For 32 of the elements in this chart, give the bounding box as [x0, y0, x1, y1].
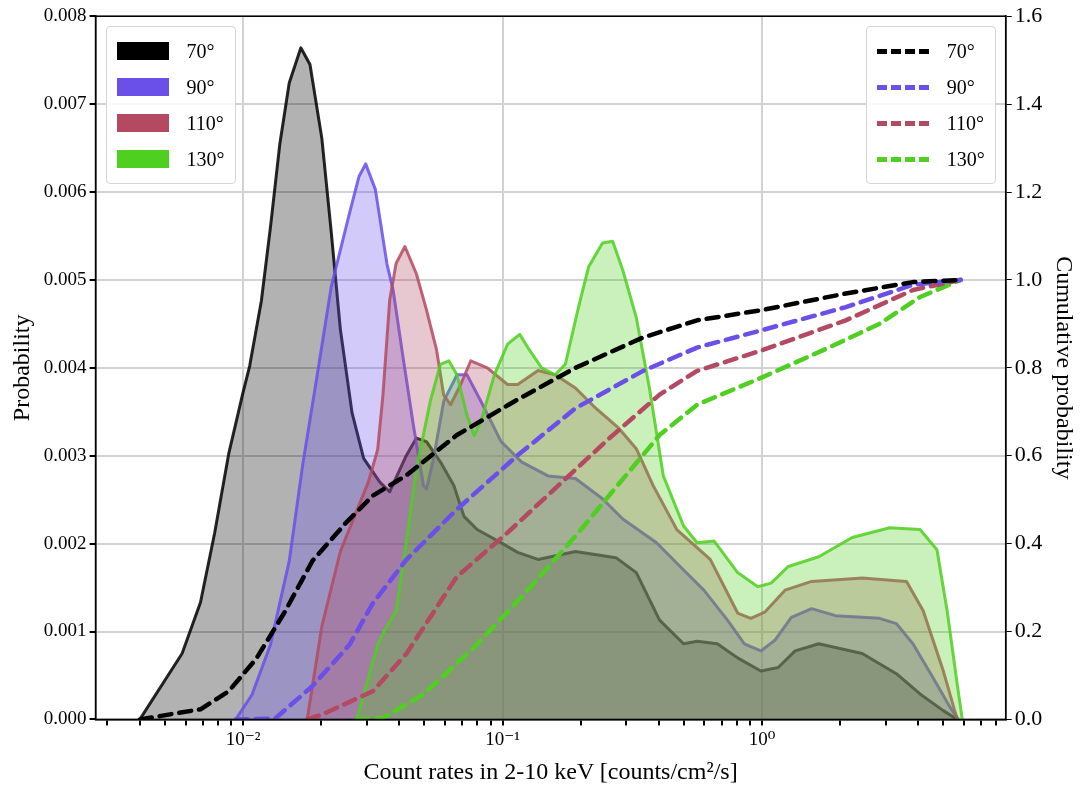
y-tick-label: 0.005: [43, 267, 87, 289]
y-axis-title: Probability: [7, 314, 34, 422]
y-tick-label: 0.003: [43, 443, 87, 465]
legend-label: 130°: [946, 147, 985, 171]
x-tick-label: 10⁰: [748, 727, 776, 749]
y-tick-label: 0.008: [43, 4, 87, 26]
y2-tick-label: 1.4: [1014, 89, 1043, 115]
legend-label: 130°: [186, 147, 225, 171]
legend-label: 90°: [946, 75, 975, 99]
y-tick-label: 0.001: [43, 619, 87, 641]
y-tick-label: 0.007: [43, 92, 87, 114]
x-tick-label: 10⁻¹: [485, 727, 521, 749]
legend-label: 110°: [186, 111, 224, 135]
legend-label: 70°: [186, 39, 215, 63]
y2-tick-label: 0.4: [1014, 529, 1043, 555]
y2-tick-label: 1.0: [1014, 265, 1043, 291]
y2-tick-label: 1.2: [1014, 177, 1043, 203]
legend-label: 90°: [186, 75, 215, 99]
y-tick-label: 0.006: [43, 179, 87, 201]
y2-tick-label: 1.6: [1014, 1, 1043, 27]
y2-tick-label: 0.8: [1014, 353, 1043, 379]
y2-axis-title: Cumulative probability: [1052, 256, 1079, 480]
legend-label: 70°: [946, 39, 975, 63]
y-tick-label: 0.000: [43, 707, 87, 729]
y-tick-label: 0.002: [43, 531, 87, 553]
x-tick-label: 10⁻²: [225, 727, 261, 749]
x-axis-title: Count rates in 2-10 keV [counts/cm²/s]: [363, 757, 738, 784]
legend-label: 110°: [946, 111, 984, 135]
y2-tick-label: 0.0: [1014, 705, 1043, 731]
y2-tick-label: 0.2: [1014, 617, 1043, 643]
y2-tick-label: 0.6: [1014, 441, 1043, 467]
y-tick-label: 0.004: [43, 355, 88, 377]
